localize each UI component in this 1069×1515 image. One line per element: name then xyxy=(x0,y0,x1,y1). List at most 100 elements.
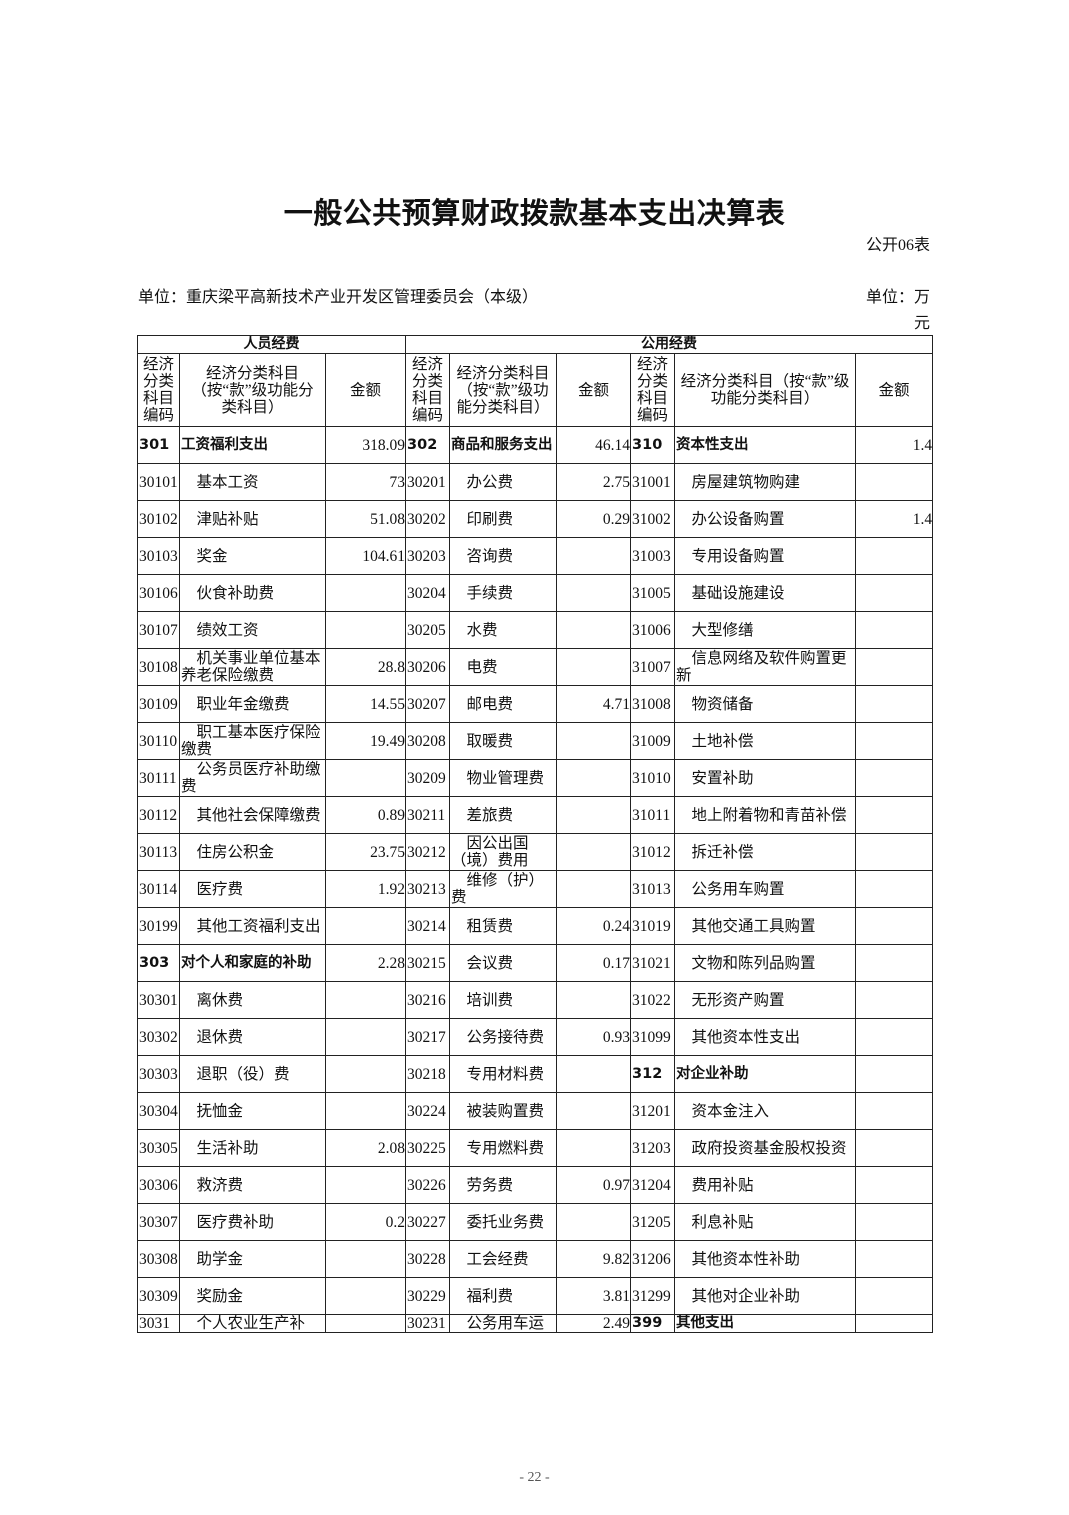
name-cell: 邮电费 xyxy=(449,685,558,723)
table-row: 30108 机关事业单位基本养老保险缴费 28.8 30206 电费 31007 信息网络及… xyxy=(137,648,934,686)
code-cell: 30212 xyxy=(405,833,451,871)
amount-cell: 0.17 xyxy=(556,944,632,982)
name-cell: 商品和服务支出 xyxy=(449,426,558,464)
amount-cell xyxy=(855,796,934,834)
name-cell: 医疗费 xyxy=(179,870,326,908)
amount-cell: 2.49 xyxy=(556,1314,632,1333)
code-cell: 30305 xyxy=(137,1129,180,1167)
amount-cell xyxy=(324,981,407,1019)
code-cell: 30110 xyxy=(137,722,180,760)
code-cell: 31203 xyxy=(630,1129,676,1167)
name-cell: 会议费 xyxy=(449,944,558,982)
header-amount: 金额 xyxy=(324,353,407,427)
table-row: 30301 离休费 30216 培训费 31022 无形资产购置 xyxy=(137,981,934,1019)
name-cell: 绩效工资 xyxy=(179,611,326,649)
amount-cell xyxy=(855,1240,934,1278)
amount-cell xyxy=(324,1314,407,1333)
code-cell: 30207 xyxy=(405,685,451,723)
name-cell: 基础设施建设 xyxy=(674,574,857,612)
code-cell: 31204 xyxy=(630,1166,676,1204)
table-row: 30199 其他工资福利支出 30214 租赁费 0.24 31019 其他交通工具购置 xyxy=(137,907,934,945)
table-body: 301 工资福利支出 318.09 302 商品和服务支出 46.14 310 资本性支出 1.… xyxy=(137,426,934,1333)
amount-cell xyxy=(855,1203,934,1241)
group-personnel: 人员经费 xyxy=(136,335,407,354)
table-row: 30106 伙食补助费 30204 手续费 31005 基础设施建设 xyxy=(137,574,934,612)
code-cell: 30102 xyxy=(137,500,180,538)
code-cell: 30301 xyxy=(137,981,180,1019)
name-cell: 公务用车运 xyxy=(449,1314,558,1333)
name-cell: 取暖费 xyxy=(449,722,558,760)
code-cell: 31007 xyxy=(630,648,676,686)
name-cell: 抚恤金 xyxy=(179,1092,326,1130)
name-cell: 委托业务费 xyxy=(449,1203,558,1241)
name-cell: 因公出国（境）费用 xyxy=(449,833,558,871)
code-cell: 30204 xyxy=(405,574,451,612)
code-cell: 31005 xyxy=(630,574,676,612)
amount-cell: 73 xyxy=(324,463,407,501)
amount-cell: 0.89 xyxy=(324,796,407,834)
amount-cell xyxy=(855,685,934,723)
code-cell: 30114 xyxy=(137,870,180,908)
amount-cell: 1.4 xyxy=(855,500,934,538)
name-cell: 地上附着物和青苗补偿 xyxy=(674,796,857,834)
amount-cell xyxy=(556,1055,632,1093)
code-cell: 30206 xyxy=(405,648,451,686)
page-number: - 22 - xyxy=(519,1470,550,1485)
name-cell: 费用补贴 xyxy=(674,1166,857,1204)
table-number: 公开06表 xyxy=(865,237,930,254)
code-cell: 31002 xyxy=(630,500,676,538)
code-cell: 30108 xyxy=(137,648,180,686)
name-cell: 培训费 xyxy=(449,981,558,1019)
name-cell: 奖励金 xyxy=(179,1277,326,1315)
amount-cell xyxy=(855,537,934,575)
amount-cell: 46.14 xyxy=(556,426,632,464)
code-cell: 30208 xyxy=(405,722,451,760)
code-cell: 30224 xyxy=(405,1092,451,1130)
code-cell: 31009 xyxy=(630,722,676,760)
amount-cell: 1.4 xyxy=(855,426,934,464)
amount-cell: 3.81 xyxy=(556,1277,632,1315)
amount-cell: 2.28 xyxy=(324,944,407,982)
amount-cell: 51.08 xyxy=(324,500,407,538)
code-cell: 30103 xyxy=(137,537,180,575)
code-cell: 30213 xyxy=(405,870,451,908)
name-cell: 个人农业生产补 xyxy=(179,1314,326,1333)
name-cell: 专用设备购置 xyxy=(674,537,857,575)
code-cell: 30307 xyxy=(137,1203,180,1241)
name-cell: 工资福利支出 xyxy=(179,426,326,464)
amount-cell: 4.71 xyxy=(556,685,632,723)
name-cell: 医疗费补助 xyxy=(179,1203,326,1241)
amount-cell xyxy=(324,1055,407,1093)
name-cell: 租赁费 xyxy=(449,907,558,945)
name-cell: 基本工资 xyxy=(179,463,326,501)
amount-cell xyxy=(556,1092,632,1130)
header-code: 经济分类科目编码 xyxy=(137,353,180,427)
code-cell: 399 xyxy=(630,1314,676,1333)
amount-cell: 14.55 xyxy=(324,685,407,723)
code-cell: 31011 xyxy=(630,796,676,834)
name-cell: 被装购置费 xyxy=(449,1092,558,1130)
table-row: 30308 助学金 30228 工会经费 9.82 31206 其他资本性补助 xyxy=(137,1240,934,1278)
unit-money: 单位：万元 xyxy=(865,289,930,332)
name-cell: 公务用车购置 xyxy=(674,870,857,908)
name-cell: 其他支出 xyxy=(674,1314,857,1333)
name-cell: 助学金 xyxy=(179,1240,326,1278)
table-row: 301 工资福利支出 318.09 302 商品和服务支出 46.14 310 资本性支出 1.… xyxy=(137,426,934,464)
code-cell: 30109 xyxy=(137,685,180,723)
amount-cell xyxy=(556,611,632,649)
name-cell: 手续费 xyxy=(449,574,558,612)
amount-cell xyxy=(855,463,934,501)
header-code: 经济分类科目编码 xyxy=(630,353,676,427)
name-cell: 资本性支出 xyxy=(674,426,857,464)
code-cell: 310 xyxy=(630,426,676,464)
amount-cell xyxy=(324,611,407,649)
amount-cell xyxy=(855,574,934,612)
table-row: 30103 奖金 104.61 30203 咨询费 31003 专用设备购置 xyxy=(137,537,934,575)
amount-cell: 0.93 xyxy=(556,1018,632,1056)
amount-cell xyxy=(855,1055,934,1093)
amount-cell: 0.97 xyxy=(556,1166,632,1204)
code-cell: 30217 xyxy=(405,1018,451,1056)
code-cell: 31201 xyxy=(630,1092,676,1130)
table-row: 30304 抚恤金 30224 被装购置费 31201 资本金注入 xyxy=(137,1092,934,1130)
amount-cell xyxy=(855,1018,934,1056)
